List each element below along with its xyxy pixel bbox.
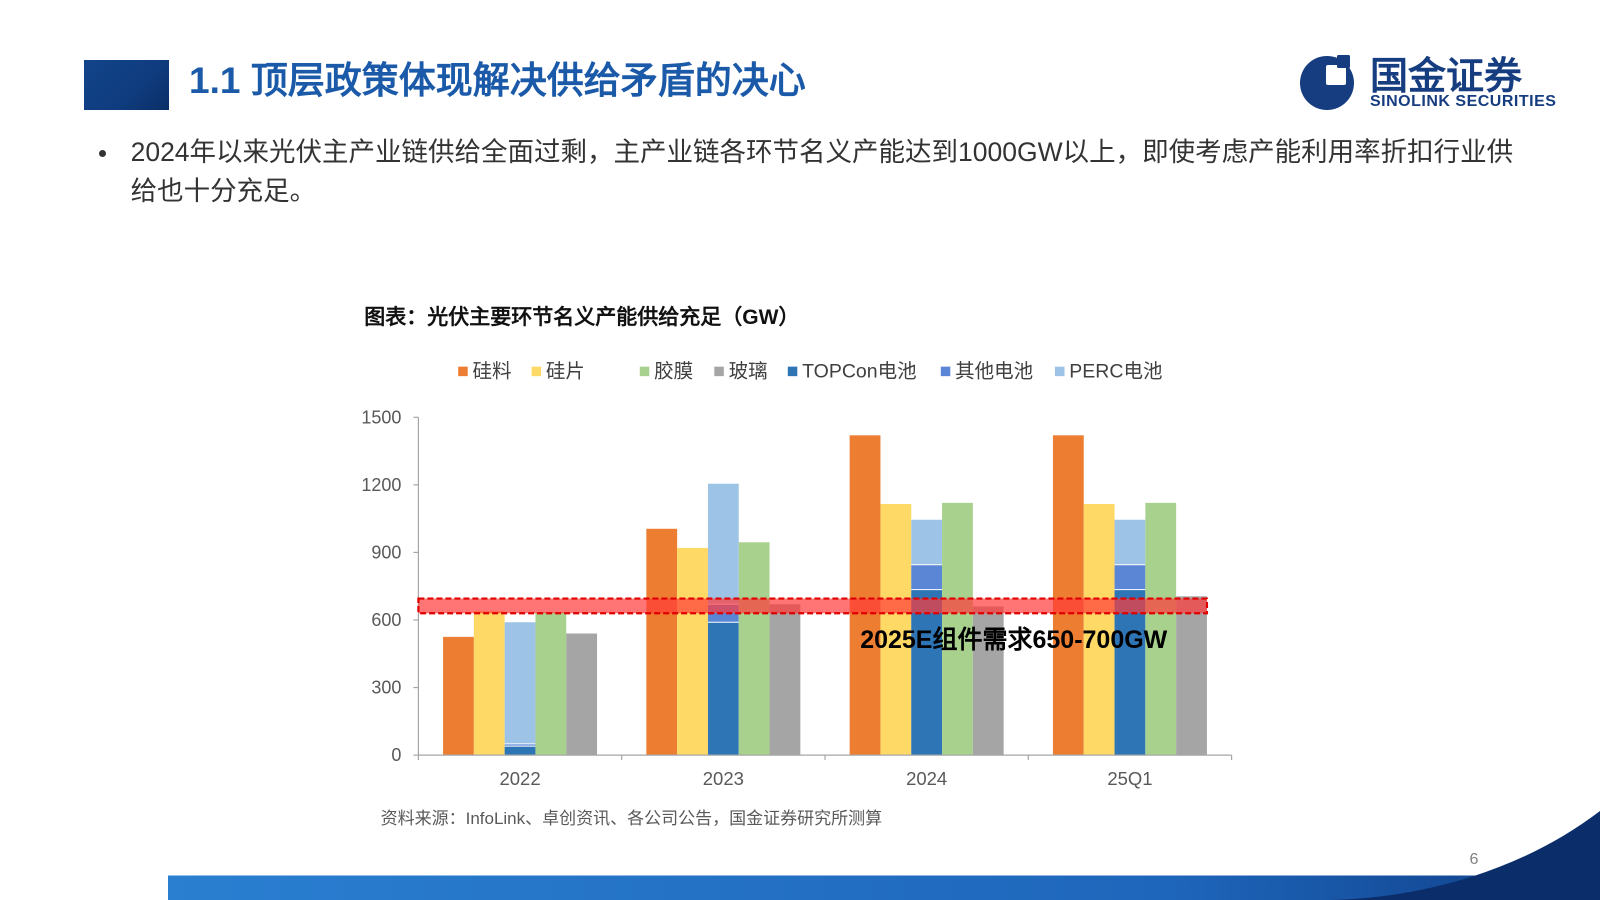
legend-item-wafer: 硅片	[531, 360, 585, 382]
legend-label: 玻璃	[729, 360, 768, 382]
legend-swatch	[787, 366, 798, 377]
bar-wafer-2024	[880, 504, 912, 756]
sinolink-logo-icon	[1300, 55, 1354, 110]
legend-swatch	[639, 366, 650, 377]
slide-title: 1.1 顶层政策体现解决供给矛盾的决心	[189, 60, 806, 101]
bar-perc-cell-25q1	[1114, 519, 1146, 565]
footer-bar	[168, 875, 1600, 900]
bar-polysilicon-25q1	[1052, 435, 1084, 756]
bar-perc-cell-2023	[707, 483, 739, 605]
x-category-label: 2023	[703, 768, 744, 789]
legend-label: PERC电池	[1069, 360, 1162, 382]
legend-label: 其他电池	[955, 360, 1033, 382]
legend-item-other-cell: 其他电池	[940, 360, 1033, 382]
bar-glass-25q1	[1176, 596, 1207, 756]
bar-wafer-2022	[473, 610, 505, 756]
legend-item-film: 胶膜	[639, 360, 693, 382]
bar-topcon-cell-2022	[504, 746, 536, 756]
bar-other-cell-2022	[504, 743, 536, 747]
chart-bars	[443, 435, 1207, 756]
legend-item-polysilicon: 硅料	[458, 360, 512, 382]
legend-label: 硅料	[473, 360, 512, 382]
footer-band	[168, 811, 1600, 900]
legend-swatch	[940, 366, 951, 377]
legend-swatch	[1055, 366, 1065, 377]
bar-other-cell-25q1	[1114, 564, 1146, 590]
bar-glass-2024	[972, 606, 1004, 756]
source-note: 资料来源：InfoLink、卓创资讯、各公司公告，国金证券研究所测算	[380, 809, 883, 828]
legend-label: 硅片	[546, 360, 585, 382]
legend-swatch	[458, 366, 468, 377]
legend-label: TOPCon电池	[802, 360, 917, 382]
legend-swatch	[531, 366, 542, 377]
bar-wafer-25q1	[1083, 504, 1115, 756]
bullet-line: 给也十分充足。	[130, 176, 317, 206]
chart-legend: 硅料 硅片 胶膜 玻璃 TOPCon电池 其他电池 PERC电池	[458, 360, 1162, 382]
legend-item-perc-cell: PERC电池	[1055, 360, 1162, 382]
bar-topcon-cell-2024	[911, 589, 943, 756]
bullet-line: 2024年以来光伏主产业链供给全面过剩，主产业链各环节名义产能达到1000GW以…	[130, 137, 1514, 167]
legend-item-topcon-cell: TOPCon电池	[787, 360, 917, 382]
y-tick-label: 300	[371, 678, 401, 698]
bullet-icon	[98, 149, 106, 157]
logo-name-en: SINOLINK SECURITIES	[1370, 93, 1557, 110]
x-category-label: 2024	[906, 768, 947, 789]
bar-perc-cell-2024	[911, 519, 943, 565]
bar-film-2024	[942, 502, 973, 756]
legend-item-glass: 玻璃	[714, 360, 768, 382]
bar-film-2022	[535, 612, 567, 756]
bar-film-2023	[738, 542, 770, 756]
legend-swatch	[714, 366, 724, 377]
bar-wafer-2023	[677, 547, 708, 756]
bar-perc-cell-2022	[504, 622, 536, 744]
x-category-label: 2022	[499, 768, 540, 789]
bar-glass-2022	[566, 633, 598, 756]
demand-reference-band	[417, 597, 1209, 615]
bar-polysilicon-2024	[849, 435, 881, 756]
title-accent-block	[84, 60, 169, 110]
footer-swoosh	[1330, 811, 1600, 900]
bar-polysilicon-2022	[443, 636, 474, 756]
bar-other-cell-2024	[911, 564, 943, 590]
chart-title: 图表：光伏主要环节名义产能供给充足（GW）	[364, 305, 799, 329]
bullet-paragraph: 2024年以来光伏主产业链供给全面过剩，主产业链各环节名义产能达到1000GW以…	[131, 133, 1514, 211]
y-tick-label: 900	[371, 542, 401, 562]
y-tick-label: 0	[391, 745, 401, 765]
bar-polysilicon-2023	[646, 528, 678, 756]
bar-topcon-cell-25q1	[1114, 589, 1146, 756]
y-tick-label: 1200	[361, 475, 401, 495]
logo-name-cn: 国金证券	[1370, 56, 1523, 98]
demand-band-label: 2025E组件需求650-700GW	[860, 626, 1167, 654]
chart-axes: 0 300 600 900 1200 1500 2022 2023 2024 25Q1	[361, 407, 1233, 789]
bar-glass-2023	[769, 604, 801, 756]
y-tick-label: 600	[371, 610, 401, 630]
bar-topcon-cell-2023	[707, 622, 739, 756]
bar-film-25q1	[1145, 502, 1177, 756]
y-tick-label: 1500	[361, 407, 401, 427]
legend-label: 胶膜	[654, 360, 693, 382]
x-category-label: 25Q1	[1107, 768, 1152, 789]
capacity-bar-chart: 图表：光伏主要环节名义产能供给充足（GW） 硅料 硅片 胶膜 玻璃 TOPCon电池 其他…	[361, 305, 1233, 789]
page-number: 6	[1469, 851, 1479, 868]
